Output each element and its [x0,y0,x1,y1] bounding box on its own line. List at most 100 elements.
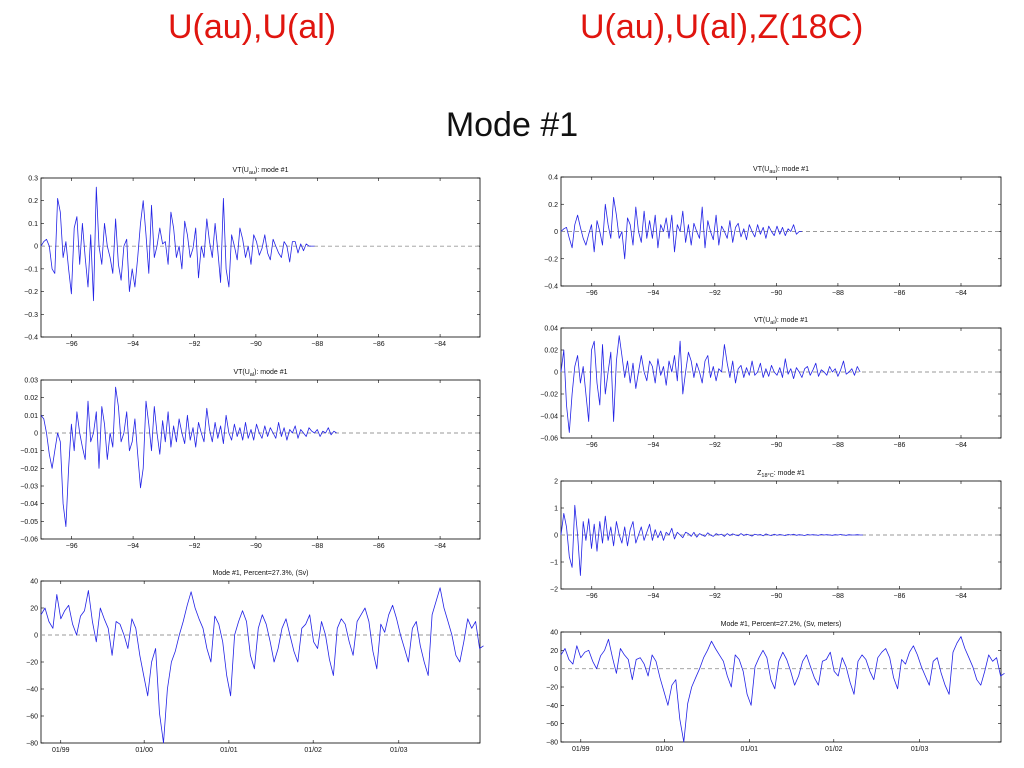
y-tick-label: −0.01 [20,448,38,455]
x-tick-label: 01/02 [304,747,322,754]
x-tick-label: −86 [373,341,385,348]
x-tick-label: −88 [832,290,844,297]
chart-right-mode: Mode #1, Percent=27.2%, (Sv, meters) 40 20… [546,621,1005,753]
x-tick-label: 01/99 [52,747,70,754]
chart-right-z18c: Z18°C: mode #1 2 1 0 −1 −2 −96 −94 −92 −90 −88 −86 −… [550,470,1002,600]
y-tick-label: −0.3 [24,312,38,319]
y-tick-label: −0.06 [20,537,38,544]
y-tick-label: −0.04 [20,501,38,508]
chart-right-uau: VT(Uau): mode #1 0.4 0.2 0 −0.2 −0.4 −96 −94 −92… [544,166,1002,297]
y-tick-label: 0.01 [24,413,38,420]
y-tick-label: 0.1 [28,221,38,228]
chart-title: VT(Ual): mode #1 [754,317,808,326]
chart-title: VT(Uau): mode #1 [753,166,809,175]
x-tick-label: −92 [709,442,721,449]
y-tick-label: 0.04 [544,326,558,333]
series-line [560,504,863,576]
y-tick-label: 0.03 [24,378,38,385]
x-tick-label: 01/00 [135,747,153,754]
y-tick-label: 0.2 [28,198,38,205]
y-tick-label: 20 [30,606,38,613]
x-tick-label: −86 [373,543,385,550]
y-tick-label: −0.05 [20,519,38,526]
y-tick-label: 0.3 [28,176,38,183]
y-tick-label: −0.2 [544,256,558,263]
x-tick-label: −90 [770,442,782,449]
chart-title: Mode #1, Percent=27.2%, (Sv, meters) [721,621,842,628]
x-tick-label: 01/02 [825,746,843,753]
x-tick-label: −92 [189,341,201,348]
x-tick-label: −90 [770,593,782,600]
chart-right-ual: VT(Ual): mode #1 0.04 0.02 0 −0.02 −0.04 −0.06… [540,317,1002,449]
chart-title: Z18°C: mode #1 [757,470,805,479]
x-tick-label: 01/99 [572,746,590,753]
x-tick-label: −94 [647,290,659,297]
y-tick-label: −80 [26,741,38,748]
y-tick-label: −40 [26,687,38,694]
plot-area [40,177,481,338]
y-tick-label: −0.4 [24,335,38,342]
y-tick-label: 0 [34,633,38,640]
x-tick-label: −88 [311,543,323,550]
y-tick-label: −0.02 [540,392,558,399]
slide-subtitle: Mode #1 [445,106,579,144]
chart-title: Mode #1, Percent=27.3%, (Sv) [213,570,309,577]
x-tick-label: 01/01 [220,747,238,754]
right-header-title: U(au),U(al),Z(18C) [580,8,864,46]
y-tick-label: 2 [554,479,558,486]
x-tick-label: −96 [586,593,598,600]
x-tick-label: −86 [894,442,906,449]
chart-left-uau: VT(Uau): mode #1 0.3 0.2 0.1 0 −0.1 −0.2 −0.3 −0… [24,167,481,348]
y-tick-label: 40 [550,630,558,637]
y-tick-label: −0.06 [540,436,558,443]
x-tick-label: −86 [894,593,906,600]
x-tick-label: −96 [586,442,598,449]
y-tick-label: 0 [554,229,558,236]
x-tick-label: −84 [434,341,446,348]
y-tick-label: −0.2 [24,289,38,296]
y-tick-label: −80 [546,740,558,747]
x-tick-label: −94 [647,442,659,449]
y-tick-label: 0.2 [548,202,558,209]
plot-area [40,379,481,540]
y-tick-label: −0.1 [24,266,38,273]
x-tick-label: −96 [66,543,78,550]
series-line [560,335,861,433]
y-tick-label: 0 [34,244,38,251]
y-tick-label: −2 [550,587,558,594]
y-tick-label: −40 [546,703,558,710]
plot-area [40,580,481,744]
x-tick-label: 01/03 [390,747,408,754]
series-line [40,587,484,744]
x-tick-label: −94 [647,593,659,600]
y-tick-label: −20 [546,685,558,692]
x-tick-label: −94 [127,341,139,348]
x-tick-label: −84 [434,543,446,550]
chart-title: VT(Uau): mode #1 [233,167,289,176]
x-tick-label: −88 [832,593,844,600]
plot-area [560,631,1002,743]
x-tick-label: −92 [709,593,721,600]
y-tick-label: −0.02 [20,466,38,473]
y-tick-label: 0 [554,370,558,377]
x-tick-label: −84 [955,290,967,297]
chart-title: VT(Ual): mode #1 [233,369,287,378]
x-tick-label: 01/01 [741,746,759,753]
y-tick-label: −60 [26,714,38,721]
series-line [40,186,315,302]
y-tick-label: 20 [550,648,558,655]
x-tick-label: −96 [586,290,598,297]
x-tick-label: 01/00 [656,746,674,753]
y-tick-label: 0.02 [24,395,38,402]
y-tick-label: 40 [30,579,38,586]
chart-left-mode: Mode #1, Percent=27.3%, (Sv) 40 20 0 −20 −40 −… [26,570,484,754]
y-tick-label: −60 [546,721,558,728]
y-tick-label: −0.4 [544,284,558,291]
plot-area [560,327,1002,439]
series-line [560,196,802,260]
x-tick-label: −92 [709,290,721,297]
x-tick-label: −94 [127,543,139,550]
x-tick-label: −84 [955,442,967,449]
y-tick-label: 0 [554,533,558,540]
y-tick-label: 0.02 [544,348,558,355]
